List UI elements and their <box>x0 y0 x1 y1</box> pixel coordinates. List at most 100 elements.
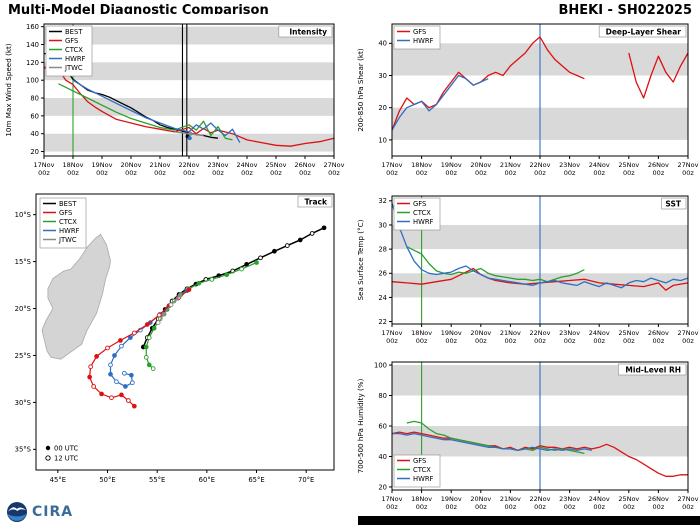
svg-text:00z: 00z <box>564 503 576 511</box>
svg-text:40: 40 <box>30 130 39 138</box>
svg-text:00z: 00z <box>299 169 311 177</box>
svg-text:00z: 00z <box>593 337 605 345</box>
svg-text:60: 60 <box>378 422 387 430</box>
svg-text:00z: 00z <box>154 169 166 177</box>
svg-text:25Nov: 25Nov <box>266 161 287 169</box>
svg-text:140: 140 <box>26 41 39 49</box>
svg-text:27Nov: 27Nov <box>324 161 345 169</box>
svg-text:30°S: 30°S <box>15 399 31 407</box>
svg-text:00z: 00z <box>445 169 457 177</box>
svg-text:23Nov: 23Nov <box>208 161 229 169</box>
svg-text:10m Max Wind Speed (kt): 10m Max Wind Speed (kt) <box>4 43 13 137</box>
svg-text:JTWC: JTWC <box>58 236 77 244</box>
svg-text:JTWC: JTWC <box>64 64 83 72</box>
svg-text:00z: 00z <box>682 503 694 511</box>
svg-text:00z: 00z <box>38 169 50 177</box>
svg-text:24Nov: 24Nov <box>589 329 610 337</box>
svg-text:26Nov: 26Nov <box>295 161 316 169</box>
svg-text:18Nov: 18Nov <box>411 495 432 503</box>
svg-text:00z: 00z <box>682 169 694 177</box>
svg-text:19Nov: 19Nov <box>441 161 462 169</box>
svg-text:26Nov: 26Nov <box>648 495 669 503</box>
svg-text:00z: 00z <box>212 169 224 177</box>
noaa-emblem-icon <box>7 502 27 522</box>
svg-text:100: 100 <box>26 77 39 85</box>
svg-text:GFS: GFS <box>413 200 426 208</box>
svg-text:SST: SST <box>665 200 681 209</box>
cira-logo-text: CIRA <box>32 504 74 520</box>
svg-text:HWRF: HWRF <box>59 227 80 235</box>
svg-text:00z: 00z <box>475 337 487 345</box>
svg-text:18Nov: 18Nov <box>411 161 432 169</box>
svg-text:00z: 00z <box>475 503 487 511</box>
svg-text:GFS: GFS <box>413 28 426 36</box>
track-map-panel: 45°E 50°E 55°E 60°E 65°E 70°E 10°S 15°S 20°S 25°S… <box>0 188 348 506</box>
sst-panel: 22242628303217Nov00z18Nov00z19Nov00z20No… <box>352 188 700 354</box>
intensity-panel: 2040608010012014016017Nov00z18Nov00z19No… <box>0 14 348 188</box>
svg-text:20Nov: 20Nov <box>470 329 491 337</box>
svg-text:19Nov: 19Nov <box>441 329 462 337</box>
svg-text:45°E: 45°E <box>50 476 66 484</box>
svg-text:26Nov: 26Nov <box>648 161 669 169</box>
svg-text:10°S: 10°S <box>15 211 31 219</box>
svg-text:22: 22 <box>378 318 387 326</box>
svg-text:19Nov: 19Nov <box>92 161 113 169</box>
svg-text:CTCX: CTCX <box>65 46 83 54</box>
svg-text:20: 20 <box>378 104 387 112</box>
svg-text:18Nov: 18Nov <box>63 161 84 169</box>
svg-text:00z: 00z <box>386 169 398 177</box>
svg-text:18Nov: 18Nov <box>411 329 432 337</box>
svg-text:100: 100 <box>374 361 387 369</box>
svg-text:Intensity: Intensity <box>289 28 327 37</box>
svg-text:00z: 00z <box>623 503 635 511</box>
svg-text:00z: 00z <box>445 337 457 345</box>
svg-text:00z: 00z <box>416 337 428 345</box>
svg-text:GFS: GFS <box>65 37 78 45</box>
svg-text:00z: 00z <box>241 169 253 177</box>
svg-text:00z: 00z <box>653 337 665 345</box>
svg-text:00z: 00z <box>125 169 137 177</box>
svg-text:35°S: 35°S <box>15 446 31 454</box>
svg-text:20: 20 <box>378 483 387 491</box>
svg-text:65°E: 65°E <box>248 476 264 484</box>
svg-text:25°S: 25°S <box>15 352 31 360</box>
svg-text:17Nov: 17Nov <box>382 329 403 337</box>
svg-text:25Nov: 25Nov <box>618 329 639 337</box>
svg-text:30: 30 <box>378 221 387 229</box>
svg-text:22Nov: 22Nov <box>530 495 551 503</box>
svg-text:00z: 00z <box>96 169 108 177</box>
svg-text:17Nov: 17Nov <box>382 161 403 169</box>
svg-text:GFS: GFS <box>59 209 72 217</box>
svg-text:15°S: 15°S <box>15 258 31 266</box>
svg-text:20°S: 20°S <box>15 305 31 313</box>
svg-text:00z: 00z <box>505 337 517 345</box>
svg-text:25Nov: 25Nov <box>618 161 639 169</box>
svg-text:Track: Track <box>305 198 328 207</box>
svg-text:24: 24 <box>378 294 387 302</box>
svg-text:00z: 00z <box>534 337 546 345</box>
svg-text:HWRF: HWRF <box>413 37 434 45</box>
svg-text:00z: 00z <box>534 503 546 511</box>
svg-text:55°E: 55°E <box>149 476 165 484</box>
footer-bar <box>358 516 700 525</box>
svg-text:CTCX: CTCX <box>413 466 431 474</box>
svg-text:HWRF: HWRF <box>413 218 434 226</box>
svg-text:00z: 00z <box>653 169 665 177</box>
svg-text:00 UTC: 00 UTC <box>54 444 79 452</box>
svg-text:21Nov: 21Nov <box>150 161 171 169</box>
svg-text:00z: 00z <box>505 169 517 177</box>
svg-text:CTCX: CTCX <box>59 218 77 226</box>
svg-text:20Nov: 20Nov <box>121 161 142 169</box>
svg-text:00z: 00z <box>270 169 282 177</box>
svg-text:24Nov: 24Nov <box>589 161 610 169</box>
svg-text:00z: 00z <box>183 169 195 177</box>
svg-text:27Nov: 27Nov <box>678 329 699 337</box>
svg-text:00z: 00z <box>623 169 635 177</box>
svg-text:80: 80 <box>30 94 39 102</box>
svg-text:00z: 00z <box>445 503 457 511</box>
svg-text:BEST: BEST <box>59 200 77 208</box>
svg-text:HWRF: HWRF <box>65 55 86 63</box>
svg-text:HWRF: HWRF <box>413 475 434 483</box>
mid-level-rh-panel: 2040608010017Nov00z18Nov00z19Nov00z20Nov… <box>352 354 700 520</box>
